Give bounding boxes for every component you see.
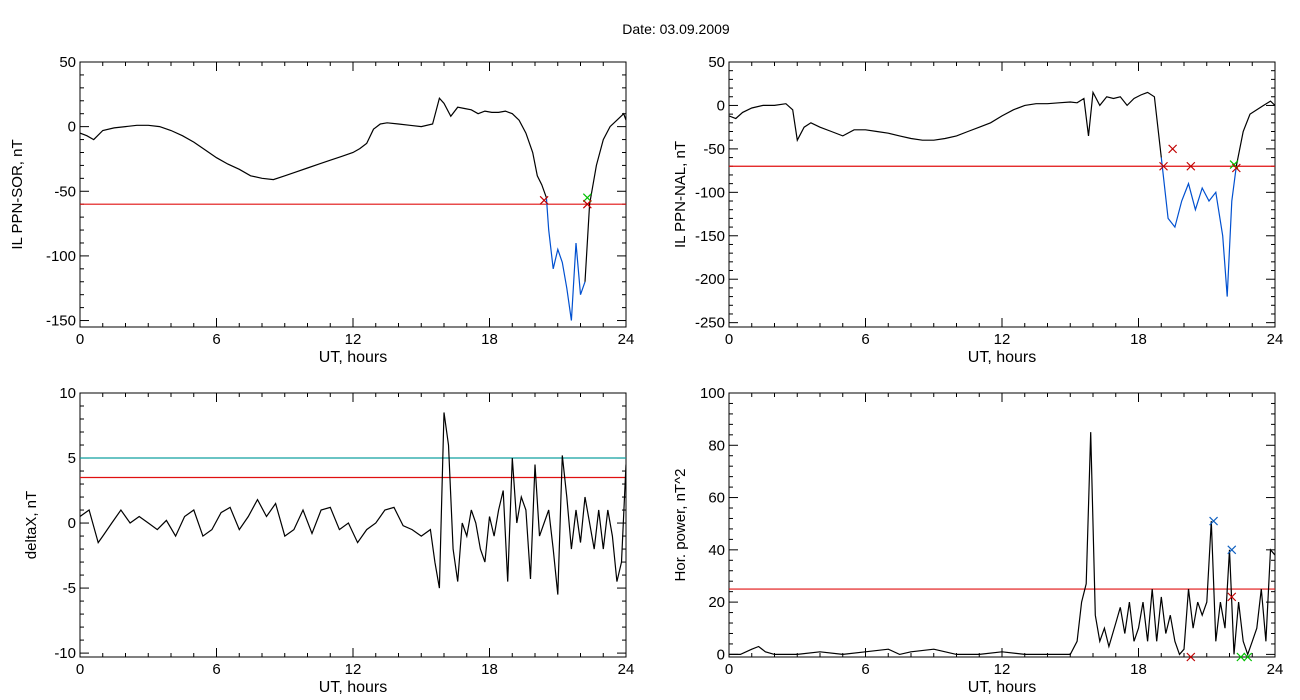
series-line: [729, 432, 1275, 657]
y-tick-label: 0: [717, 646, 725, 663]
x-tick-label: 24: [618, 331, 635, 348]
y-axis-label: IL PPN-SOR, nT: [9, 139, 26, 249]
cross-marker-stroke: [1231, 163, 1241, 173]
y-tick-label: -50: [54, 183, 76, 200]
x-tick-label: 18: [1130, 661, 1147, 678]
cross-marker-stroke: [1243, 652, 1253, 662]
panel-il-ppn-nal: 0 6 12 18 24 50 0 -50 -100 -150 -200 -250 UT, hours I…: [672, 54, 1283, 366]
x-tick-label: 18: [481, 661, 498, 678]
x-tick-label: 0: [725, 331, 733, 348]
cross-marker-stroke: [539, 195, 549, 205]
series-line: [80, 412, 626, 595]
series-line: [80, 96, 547, 198]
cross-marker-stroke: [1186, 161, 1196, 171]
y-tick-label: 100: [700, 385, 725, 402]
y-tick-label: 5: [68, 450, 76, 467]
x-tick-label: 0: [76, 331, 84, 348]
panel-il-ppn-sor: 0 6 12 18 24 50 0 -50 -100 -150 UT, hours IL PPN-SO…: [9, 54, 634, 366]
y-tick-label: 0: [717, 97, 725, 114]
cross-marker: [539, 195, 549, 205]
x-tick-label: 12: [345, 661, 362, 678]
cross-marker-stroke: [582, 199, 592, 209]
x-tick-label: 6: [861, 331, 869, 348]
series-line: [545, 197, 586, 321]
y-tick-label: 0: [68, 515, 76, 532]
plot-frame: [728, 392, 1276, 658]
plot-frame: [79, 61, 627, 328]
y-tick-label: 0: [68, 119, 76, 136]
x-tick-label: 0: [725, 661, 733, 678]
x-tick-label: 24: [1267, 331, 1284, 348]
cross-marker-stroke: [1186, 652, 1196, 662]
x-tick-label: 12: [994, 331, 1011, 348]
x-axis-label: UT, hours: [968, 679, 1036, 696]
y-tick-label: -10: [54, 645, 76, 662]
series-line: [729, 90, 1162, 158]
y-tick-label: -250: [695, 315, 725, 332]
y-axis-label: deltaX, nT: [23, 491, 40, 559]
y-tick-label: -150: [46, 313, 76, 330]
y-tick-label: 80: [708, 437, 725, 454]
y-tick-label: -100: [695, 184, 725, 201]
cross-marker-stroke: [582, 193, 592, 203]
y-axis-label: Hor. power, nT^2: [672, 469, 689, 582]
cross-marker: [1243, 652, 1253, 662]
x-axis-label: UT, hours: [968, 349, 1036, 366]
x-tick-label: 6: [861, 661, 869, 678]
y-tick-label: 60: [708, 490, 725, 507]
cross-marker: [1227, 592, 1237, 602]
panel-deltax: 0 6 12 18 24 10 5 0 -5 -10 UT, hours deltaX, nT: [23, 385, 634, 696]
x-tick-label: 24: [1267, 661, 1284, 678]
y-tick-label: -5: [63, 580, 76, 597]
y-tick-label: 10: [59, 385, 76, 402]
cross-marker: [1186, 652, 1196, 662]
x-tick-label: 18: [481, 331, 498, 348]
y-tick-label: 20: [708, 594, 725, 611]
series-line: [1235, 100, 1275, 167]
cross-marker-stroke: [1227, 545, 1237, 555]
cross-marker: [1236, 652, 1246, 662]
x-tick-label: 12: [345, 331, 362, 348]
x-tick-label: 12: [994, 661, 1011, 678]
y-tick-label: 40: [708, 542, 725, 559]
cross-marker-stroke: [1229, 160, 1239, 169]
y-tick-label: 50: [59, 54, 76, 71]
cross-marker: [1231, 163, 1241, 173]
y-axis-label: IL PPN-NAL, nT: [672, 141, 689, 248]
y-tick-label: -150: [695, 228, 725, 245]
x-tick-label: 18: [1130, 331, 1147, 348]
x-tick-label: 0: [76, 661, 84, 678]
y-tick-label: -50: [703, 141, 725, 158]
cross-marker: [1209, 516, 1218, 526]
plot-frame: [728, 61, 1276, 328]
figure-title: Date: 03.09.2009: [622, 21, 730, 37]
cross-marker-stroke: [1227, 592, 1237, 602]
cross-marker-stroke: [1236, 652, 1246, 662]
x-tick-label: 6: [212, 331, 220, 348]
y-tick-label: -100: [46, 248, 76, 265]
cross-marker: [1168, 144, 1178, 154]
cross-marker-stroke: [1159, 161, 1168, 171]
y-tick-label: -200: [695, 271, 725, 288]
cross-marker: [1227, 545, 1237, 555]
cross-marker: [582, 193, 592, 203]
x-tick-label: 6: [212, 661, 220, 678]
series-line: [584, 112, 626, 282]
x-axis-label: UT, hours: [319, 679, 387, 696]
y-tick-label: 50: [708, 54, 725, 71]
x-axis-label: UT, hours: [319, 349, 387, 366]
cross-marker: [1159, 161, 1168, 171]
cross-marker: [1186, 161, 1196, 171]
cross-marker-stroke: [1168, 144, 1178, 154]
x-tick-label: 24: [618, 661, 635, 678]
series-line: [1160, 157, 1237, 297]
cross-marker-stroke: [1209, 516, 1218, 526]
panel-hor-power: 0 6 12 18 24 100 80 60 40 20 0 UT, hours Hor. power,…: [672, 385, 1283, 696]
cross-marker: [582, 199, 592, 209]
